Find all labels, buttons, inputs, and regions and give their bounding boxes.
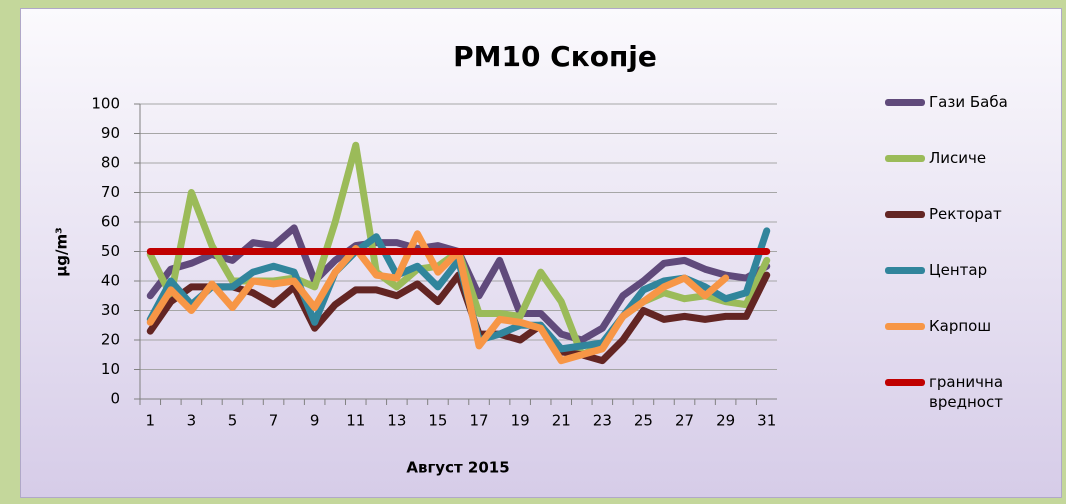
x-tick-label: 29	[716, 412, 735, 430]
legend-swatch	[885, 323, 925, 330]
legend-label: Карпош	[929, 317, 992, 335]
x-axis-label: Август 2015	[406, 459, 509, 477]
y-tick-label: 0	[110, 390, 120, 408]
legend-item: гранична вредност	[885, 372, 1045, 428]
y-tick-label: 20	[101, 331, 120, 349]
legend-item: Центар	[885, 260, 1045, 316]
x-tick-label: 7	[269, 412, 279, 430]
legend-item: Лисиче	[885, 148, 1045, 204]
x-tick-label: 19	[511, 412, 530, 430]
line-series	[146, 271, 771, 365]
y-tick-label: 60	[101, 213, 120, 231]
x-tick-label: 3	[187, 412, 197, 430]
legend-swatch	[885, 99, 925, 106]
y-tick-label: 80	[101, 154, 120, 172]
y-tick-label: 30	[101, 301, 120, 319]
x-tick-label: 15	[428, 412, 447, 430]
x-tick-label: 5	[228, 412, 238, 430]
legend-label: гранична вредност	[929, 373, 1004, 411]
y-tick-label: 90	[101, 124, 120, 142]
x-tick-label: 23	[593, 412, 612, 430]
legend-item: Ректорат	[885, 204, 1045, 260]
x-tick-label: 11	[346, 412, 365, 430]
x-tick-label: 1	[146, 412, 156, 430]
x-tick-label: 9	[310, 412, 320, 430]
y-tick-label: 50	[101, 242, 120, 260]
legend: Гази Баба Лисиче Ректорат Центар Карпош грани…	[885, 92, 1045, 428]
legend-item: Карпош	[885, 316, 1045, 372]
legend-swatch	[885, 267, 925, 274]
legend-swatch	[885, 155, 925, 162]
legend-swatch	[885, 211, 925, 218]
y-axis-label: μg/m³	[53, 227, 71, 276]
y-tick-label: 70	[101, 183, 120, 201]
line-series	[146, 230, 730, 365]
x-tick-label: 27	[675, 412, 694, 430]
y-tick-label: 10	[101, 360, 120, 378]
x-tick-label: 13	[387, 412, 406, 430]
legend-label: Лисиче	[929, 149, 987, 167]
legend-label: Гази Баба	[929, 93, 1008, 111]
y-tick-label: 40	[101, 272, 120, 290]
x-tick-label: 31	[757, 412, 776, 430]
x-tick-label: 21	[552, 412, 571, 430]
legend-label: Центар	[929, 261, 988, 279]
x-tick-label: 17	[470, 412, 489, 430]
x-tick-label: 25	[634, 412, 653, 430]
chart-title: PM10 Скопје	[453, 40, 657, 73]
legend-label: Ректорат	[929, 205, 1002, 223]
y-tick-label: 100	[91, 95, 120, 113]
legend-swatch	[885, 379, 925, 386]
legend-item: Гази Баба	[885, 92, 1045, 148]
